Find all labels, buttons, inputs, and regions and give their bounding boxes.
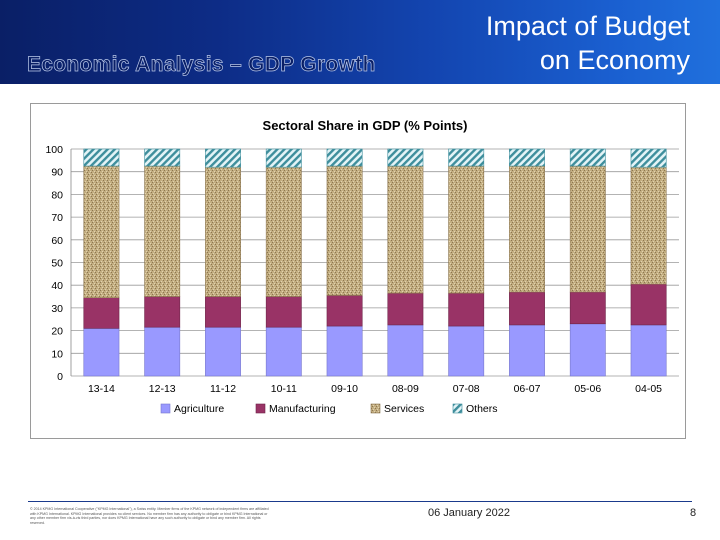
bar-others-13-14	[83, 148, 120, 167]
legend-swatch-manufacturing	[255, 403, 266, 414]
y-tick-label-90: 90	[51, 167, 63, 179]
footer-date: 06 January 2022	[428, 507, 510, 519]
legend-swatch-services	[370, 403, 381, 414]
bar-others-04-05	[630, 148, 667, 168]
bar-manufacturing-04-05	[630, 283, 667, 326]
chart-title: Sectoral Share in GDP (% Points)	[263, 118, 468, 133]
bar-manufacturing-06-07	[509, 291, 545, 326]
bar-others-06-07	[509, 148, 545, 167]
header-banner: Economic Analysis – GDP Growth Impact of…	[0, 0, 720, 84]
stacked-bar-chart: Sectoral Share in GDP (% Points) 0 10 20 30 4…	[45, 118, 679, 415]
bar-manufacturing-11-12	[205, 296, 241, 328]
bar-services-04-05	[630, 166, 667, 285]
bar-agriculture-13-14	[83, 328, 120, 377]
bar-agriculture-08-09	[387, 324, 424, 377]
legend-label-agriculture: Agriculture	[174, 403, 224, 415]
x-tick-label-12-13: 12-13	[149, 383, 176, 395]
bar-services-05-06	[569, 165, 606, 293]
chart-container: Sectoral Share in GDP (% Points) 0 10 20 30 4…	[30, 103, 686, 439]
bar-manufacturing-05-06	[569, 291, 606, 325]
bar-manufacturing-10-11	[265, 296, 302, 328]
bar-services-10-11	[265, 166, 302, 297]
y-tick-label-100: 100	[45, 144, 63, 156]
bar-agriculture-11-12	[205, 326, 241, 377]
page-number: 8	[690, 507, 697, 519]
bar-manufacturing-13-14	[83, 297, 120, 329]
bar-services-11-12	[205, 166, 241, 297]
slide-subtitle: Economic Analysis – GDP Growth	[27, 53, 376, 77]
chart-plot-layer: Sectoral Share in GDP (% Points) 0 10 20 30 4…	[45, 118, 679, 415]
bar-agriculture-06-07	[509, 324, 545, 377]
bar-services-09-10	[326, 165, 363, 296]
bar-services-12-13	[144, 165, 181, 297]
footer-disclaimer: © 2014 KPMG International Cooperative ("…	[30, 507, 269, 525]
bar-others-07-08	[448, 148, 485, 167]
y-tick-label-40: 40	[51, 280, 63, 292]
x-tick-label-04-05: 04-05	[635, 383, 662, 395]
bar-services-08-09	[387, 165, 424, 294]
bar-services-06-07	[509, 165, 545, 293]
bar-agriculture-12-13	[144, 326, 181, 377]
slide-title: Impact of Budget on Economy	[390, 9, 690, 77]
bar-others-08-09	[387, 148, 424, 167]
bar-others-12-13	[144, 148, 181, 167]
x-tick-label-10-11: 10-11	[271, 383, 297, 395]
bar-others-09-10	[326, 148, 363, 167]
bar-agriculture-09-10	[326, 325, 363, 377]
bar-manufacturing-07-08	[448, 292, 485, 327]
y-tick-label-20: 20	[51, 326, 63, 338]
bar-others-10-11	[265, 148, 302, 168]
y-tick-label-70: 70	[51, 212, 63, 224]
bar-manufacturing-08-09	[387, 292, 424, 326]
slide-title-line-1: Impact of Budget	[485, 11, 690, 41]
x-tick-label-11-12: 11-12	[210, 383, 236, 395]
y-tick-label-0: 0	[57, 371, 63, 383]
bar-agriculture-10-11	[265, 326, 302, 377]
x-tick-label-05-06: 05-06	[574, 383, 601, 395]
legend-swatch-agriculture	[160, 403, 171, 414]
legend-label-others: Others	[466, 403, 498, 415]
legend-label-services: Services	[384, 403, 424, 415]
x-tick-label-07-08: 07-08	[453, 383, 480, 395]
bar-others-11-12	[205, 148, 241, 168]
bar-manufacturing-09-10	[326, 295, 363, 327]
y-tick-label-60: 60	[51, 235, 63, 247]
legend-label-manufacturing: Manufacturing	[269, 403, 336, 415]
bar-agriculture-07-08	[448, 325, 485, 377]
bar-services-13-14	[83, 165, 120, 298]
bar-manufacturing-12-13	[144, 296, 181, 328]
x-tick-label-13-14: 13-14	[88, 383, 115, 395]
y-tick-label-30: 30	[51, 303, 63, 315]
bar-agriculture-04-05	[630, 324, 667, 377]
bar-others-05-06	[569, 148, 606, 167]
bar-services-07-08	[448, 165, 485, 294]
footer-divider	[28, 501, 692, 502]
x-tick-label-06-07: 06-07	[514, 383, 541, 395]
y-tick-label-80: 80	[51, 189, 63, 201]
x-tick-label-08-09: 08-09	[392, 383, 419, 395]
slide-title-line-2: on Economy	[539, 45, 690, 75]
y-tick-label-10: 10	[51, 348, 63, 360]
y-tick-label-50: 50	[51, 258, 63, 270]
bar-agriculture-05-06	[569, 323, 606, 377]
x-tick-label-09-10: 09-10	[331, 383, 358, 395]
legend-swatch-others	[452, 403, 463, 414]
